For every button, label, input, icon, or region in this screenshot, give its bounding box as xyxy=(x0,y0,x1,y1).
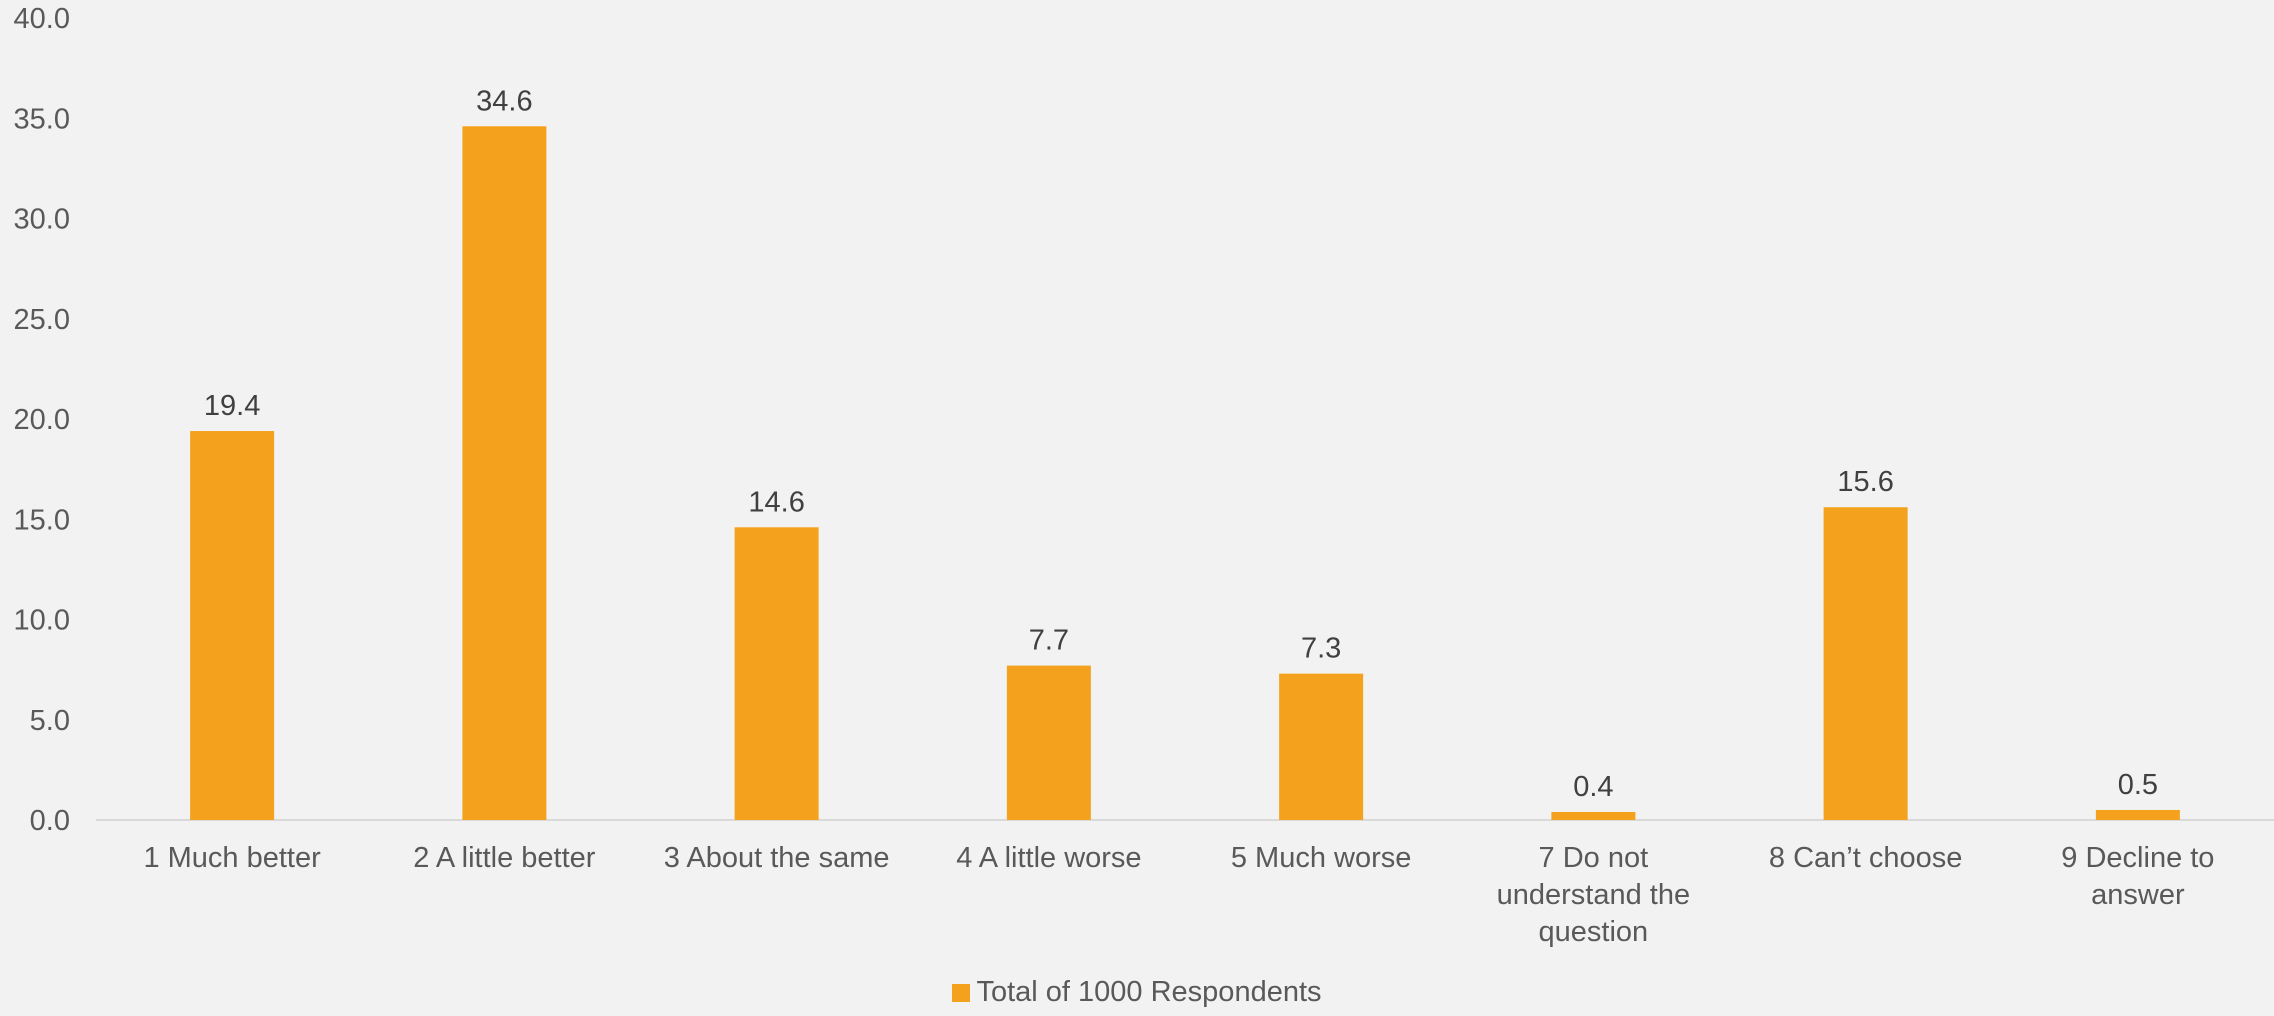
y-tick-label: 10.0 xyxy=(14,605,70,637)
x-tick-label: 4 A little worse xyxy=(956,842,1141,874)
x-tick-label: 1 Much better xyxy=(143,842,321,874)
x-tick-label: 8 Can’t choose xyxy=(1769,842,1962,874)
bar xyxy=(1823,507,1908,820)
bar xyxy=(734,527,819,820)
x-tick-label: 5 Much worse xyxy=(1231,842,1412,874)
data-label: 0.5 xyxy=(2118,769,2158,801)
bar xyxy=(462,126,547,820)
x-tick-label: 9 Decline to answer xyxy=(2061,842,2214,911)
y-tick-label: 5.0 xyxy=(30,705,70,737)
data-label: 34.6 xyxy=(476,85,532,117)
data-label: 19.4 xyxy=(204,390,260,422)
y-tick-label: 30.0 xyxy=(14,204,70,236)
x-tick-label: 3 About the same xyxy=(664,842,890,874)
y-tick-label: 15.0 xyxy=(14,504,70,536)
legend-label: Total of 1000 Respondents xyxy=(976,976,1322,1008)
data-label: 7.7 xyxy=(1029,625,1069,657)
x-tick-label: 2 A little better xyxy=(413,842,596,874)
data-label: 0.4 xyxy=(1573,771,1613,803)
bar xyxy=(190,431,275,820)
bar xyxy=(1006,665,1091,820)
data-label: 15.6 xyxy=(1837,466,1893,498)
bar xyxy=(1279,673,1364,820)
data-label: 7.3 xyxy=(1301,633,1341,665)
y-tick-label: 40.0 xyxy=(14,3,70,35)
y-tick-label: 20.0 xyxy=(14,404,70,436)
legend: Total of 1000 Respondents xyxy=(0,978,2274,1007)
y-tick-label: 35.0 xyxy=(14,103,70,135)
data-label: 14.6 xyxy=(748,486,804,518)
bar xyxy=(2095,809,2180,820)
x-tick-label: 7 Do not understand the question xyxy=(1497,842,1690,948)
y-tick-label: 25.0 xyxy=(14,304,70,336)
y-tick-label: 0.0 xyxy=(30,805,70,837)
bar xyxy=(1551,811,1636,820)
legend-swatch xyxy=(952,983,971,1002)
